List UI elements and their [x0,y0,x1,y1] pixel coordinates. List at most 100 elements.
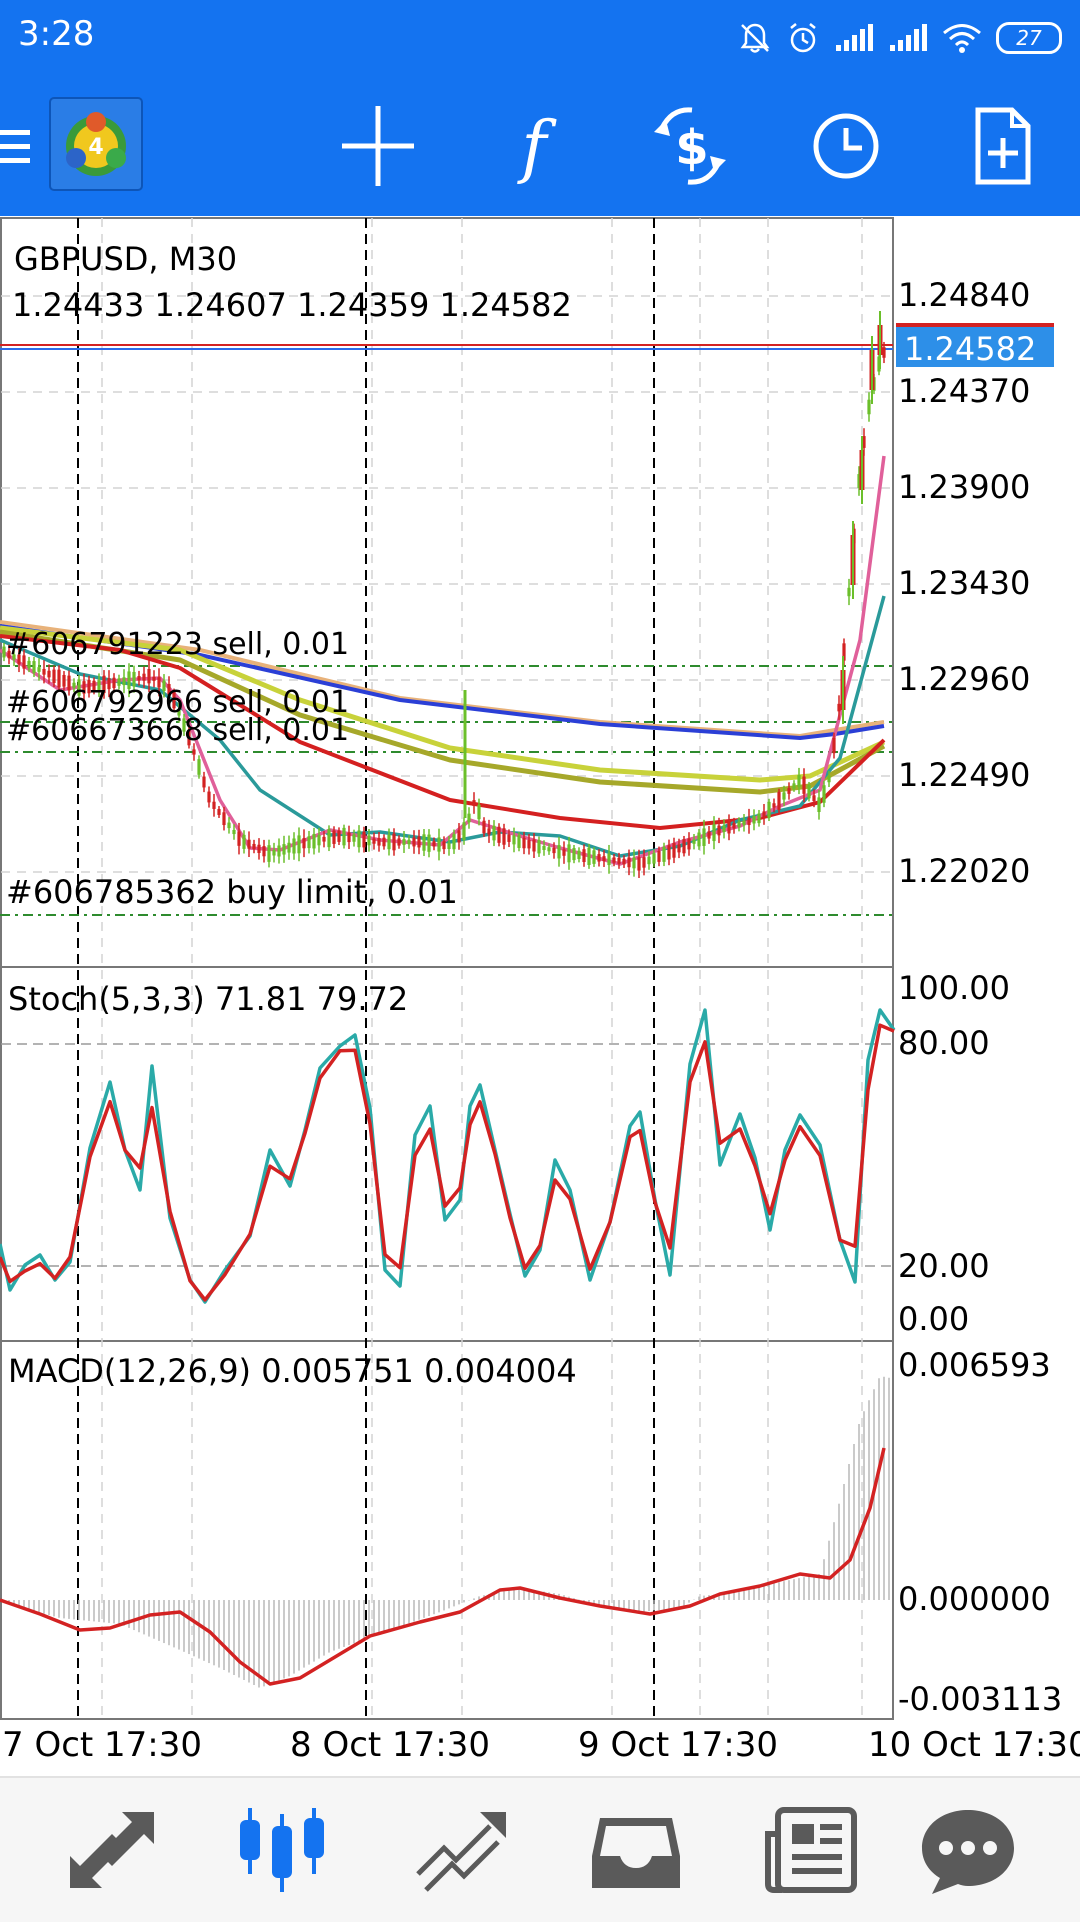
trade-icon[interactable] [410,1804,510,1896]
candle-body [732,823,736,829]
candle-body [177,709,181,716]
candle-body [37,667,41,672]
candle-body [752,816,756,824]
candle-body [607,853,611,866]
candle-body [672,843,676,858]
candle-body [397,838,401,846]
candle-body [192,749,196,755]
order-label: #606785362 buy limit, 0.01 [6,873,458,911]
stoch-panel[interactable] [0,966,894,1342]
candle-body [2,646,6,658]
candle-body [92,680,96,692]
candle-body [472,800,476,806]
time-label: 7 Oct 17:30 [2,1725,202,1765]
candle-body [287,842,291,853]
candle-body [147,669,151,684]
candle-body [717,825,721,836]
candle-body [232,829,236,835]
bottom-navigation [0,1776,1080,1922]
candle-body [212,801,216,809]
order-label: #606792966 sell, 0.01 [6,685,349,720]
candle-body [582,849,586,863]
candle-body [447,842,451,849]
stoch-lines [0,1008,896,1304]
quotes-icon[interactable] [62,1804,162,1896]
history-icon[interactable] [586,1804,686,1896]
news-icon[interactable] [762,1804,862,1896]
order-label: #606673668 sell, 0.01 [6,713,349,748]
candle-body [847,587,851,597]
candle-body [727,821,731,834]
chart-area[interactable]: GBPUSD, M30 1.24433 1.24607 1.24359 1.24… [0,216,1080,1776]
candle-body [557,845,561,859]
candle-body [687,838,691,850]
price-label: 1.23430 [898,564,1030,602]
timeframe-icon[interactable] [798,98,894,194]
candle-body [127,671,131,689]
mute-bell-icon [740,23,770,53]
candle-body [317,835,321,846]
mt4-logo-icon[interactable]: 4 [48,96,144,192]
candle-body [832,738,836,754]
candle-body [547,847,551,852]
candle-body [297,835,301,854]
candle-body [302,838,306,849]
candle-body [542,845,546,851]
candle-body [772,803,776,808]
top-toolbar: 4 f $ [0,76,1080,216]
candle-body [767,801,771,818]
macd-scale: -0.003113 [898,1680,1062,1718]
candle-body [497,826,501,843]
price-label: 1.24840 [898,276,1030,314]
candle-body [487,828,491,835]
symbols-icon[interactable]: $ [642,98,738,194]
candle-body [572,848,576,861]
candle-body [537,840,541,854]
main-chart-panel[interactable] [0,217,894,968]
menu-icon[interactable] [0,98,40,194]
candle-body [427,834,431,852]
candle-body [362,831,366,848]
time-label: 9 Oct 17:30 [578,1725,778,1765]
candle-body [612,857,616,863]
chart-icon[interactable] [232,1804,332,1896]
candle-body [337,830,341,842]
candle-body [197,759,201,775]
candle-body [512,835,516,845]
candle-body [567,844,571,863]
candle-body [622,858,626,865]
candle-body [517,835,521,848]
candle-body [442,841,446,850]
indicators-icon[interactable]: f [486,98,582,194]
candle-body [367,835,371,846]
candle-body [237,831,241,846]
candle-body [7,650,11,659]
candle-body [222,812,226,826]
candle-body [292,838,296,854]
candle-body [787,788,791,794]
candle-body [552,847,556,854]
candle-body [747,817,751,826]
candle-body [707,831,711,839]
candle-body [697,832,701,847]
candle-body [392,833,396,851]
new-order-icon[interactable] [954,98,1050,194]
status-bar: 3:28 27 [0,0,1080,76]
candle-body [867,399,871,415]
macd-panel[interactable] [0,1340,894,1720]
candle-body [247,839,251,849]
crosshair-icon[interactable] [330,98,426,194]
candle-body [782,792,786,800]
candle-body [817,797,821,813]
candle-body [312,833,316,849]
candle-body [227,822,231,829]
wifi-icon [943,24,981,53]
candle-body [762,811,766,818]
candle-body [452,834,456,850]
candle-body [102,675,106,694]
macd-signal-line [0,1447,886,1686]
candle-body [437,837,441,852]
candle-body [122,677,126,686]
chat-icon[interactable] [918,1804,1018,1896]
candle-body [802,776,806,794]
